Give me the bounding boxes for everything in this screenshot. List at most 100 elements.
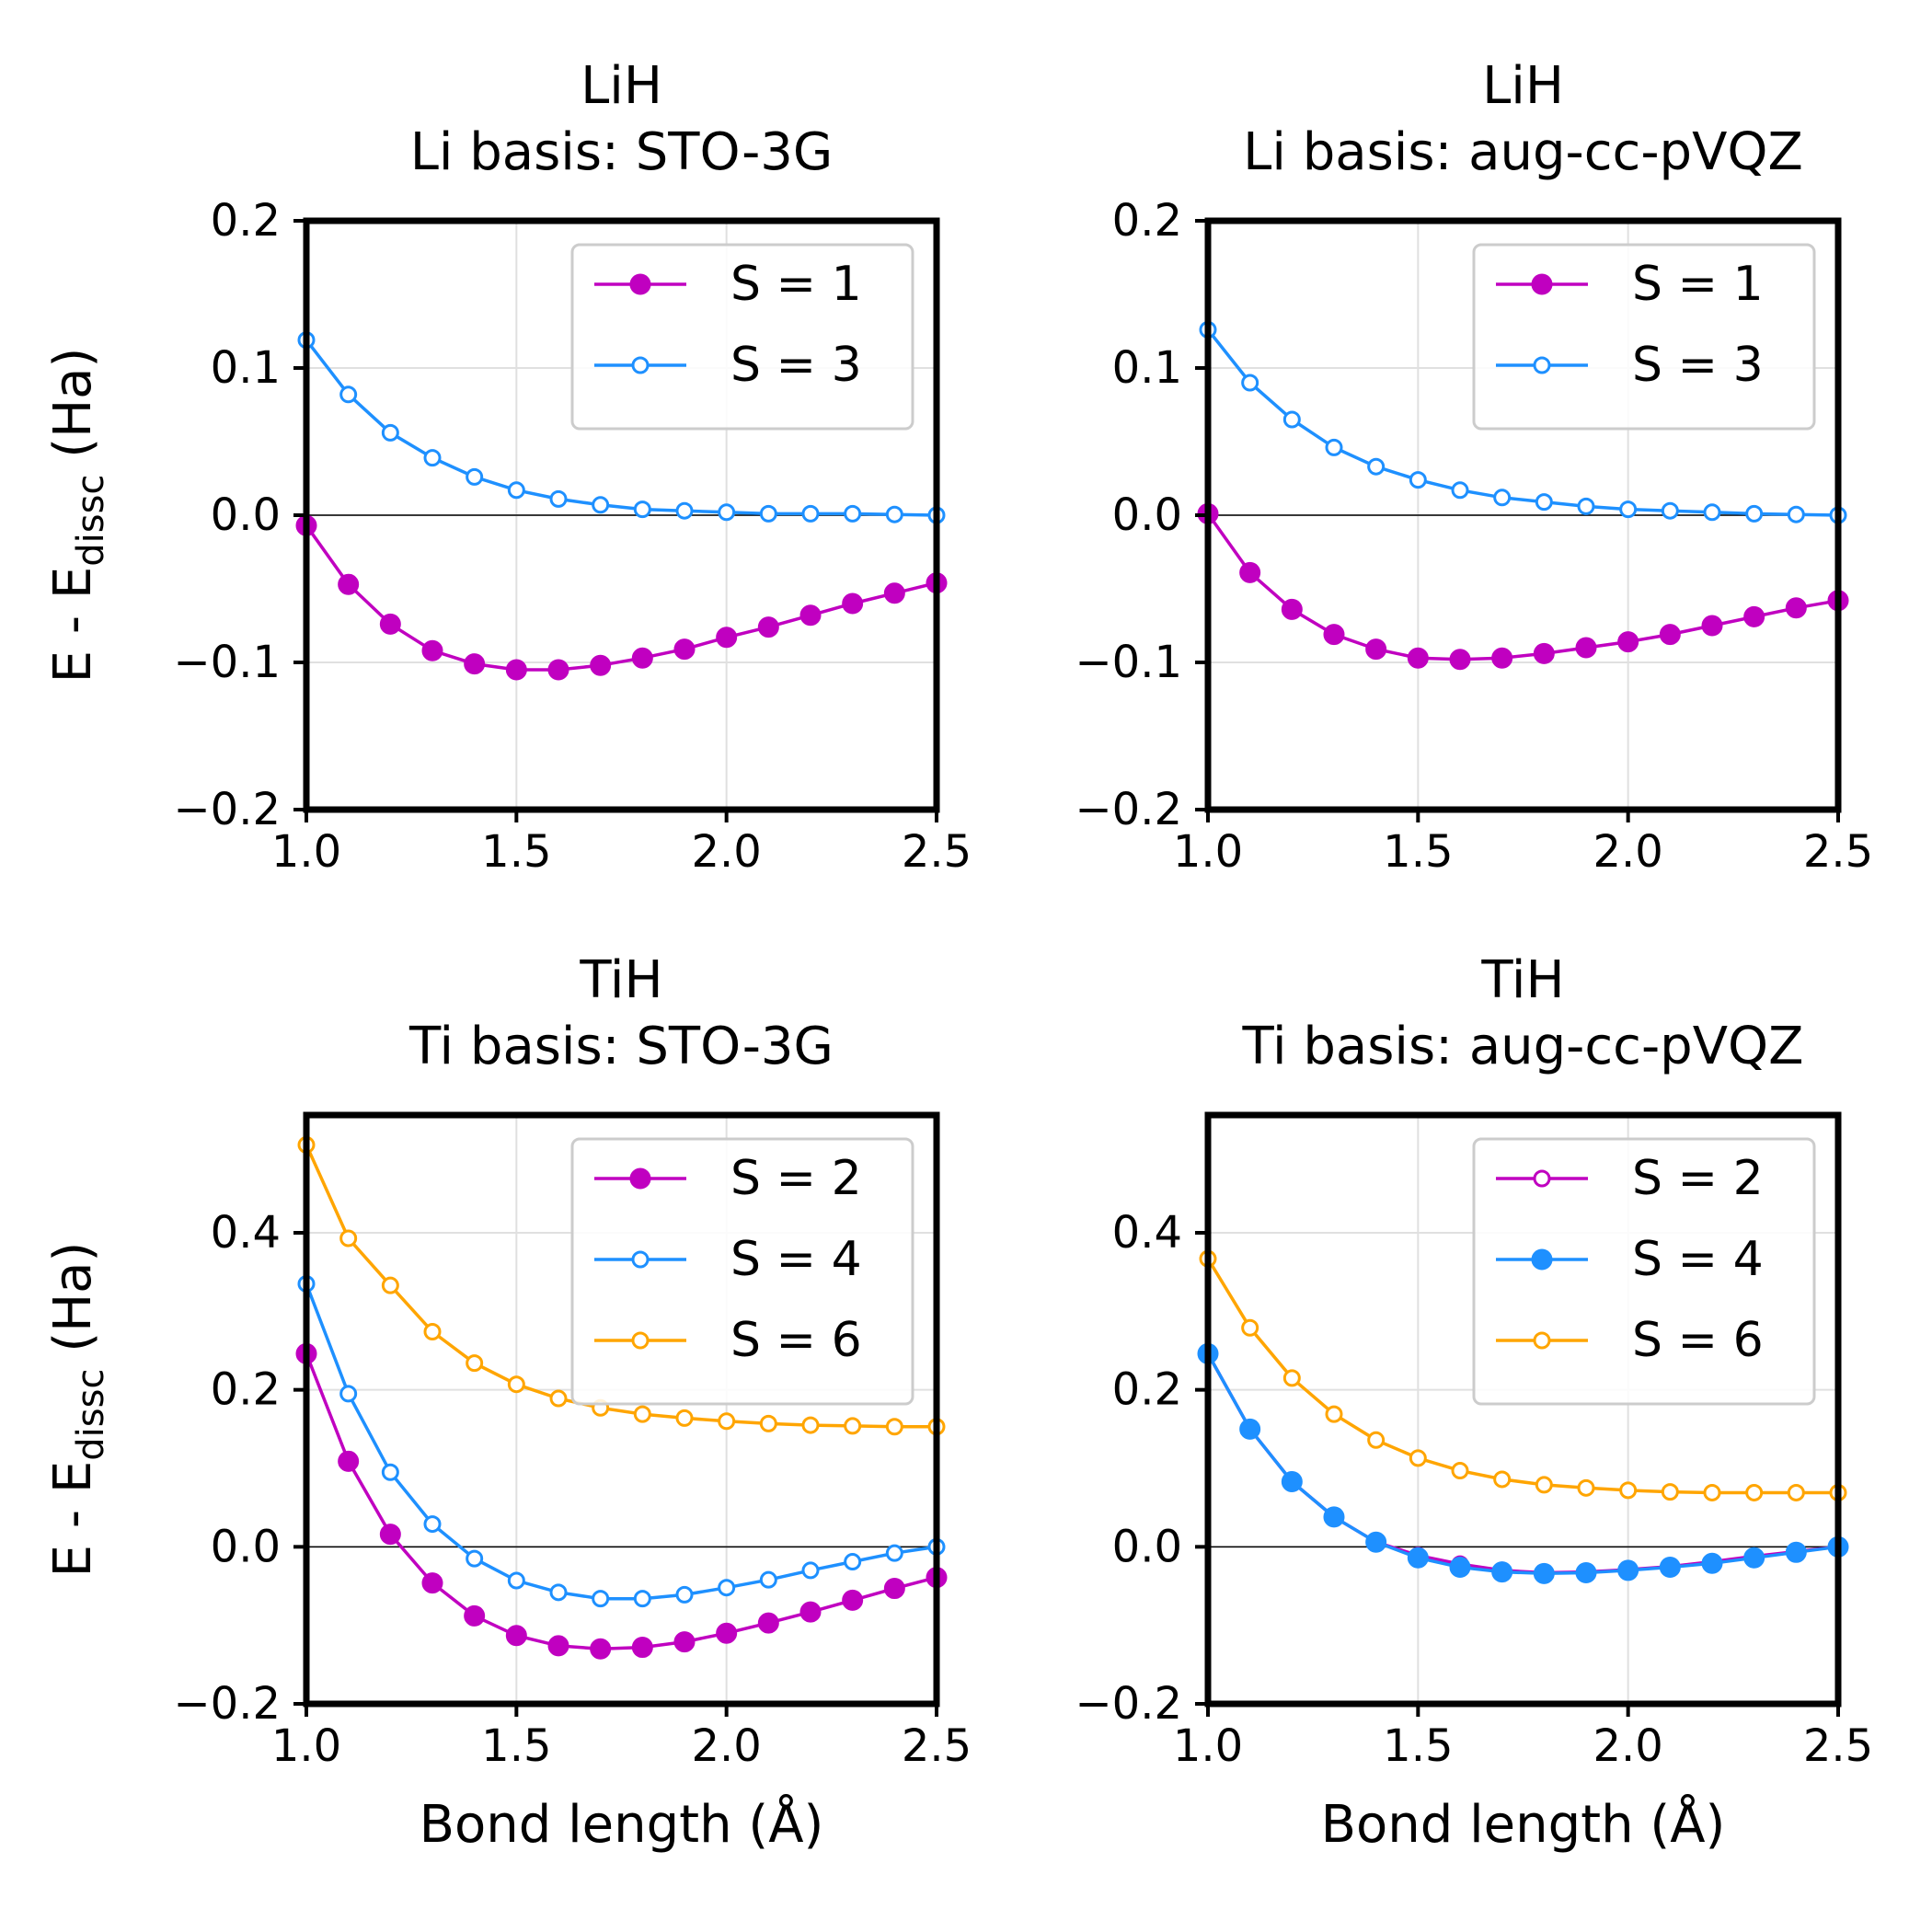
data-point	[885, 1418, 903, 1436]
x-tick-label: 2.5	[902, 826, 972, 878]
data-point	[885, 1544, 903, 1562]
data-point	[1577, 1478, 1595, 1497]
data-point	[464, 1604, 486, 1627]
data-point	[885, 505, 903, 523]
x-tick-label: 1.0	[271, 826, 341, 878]
data-point	[801, 1416, 820, 1434]
x-axis-label: Bond length (Å)	[420, 1794, 824, 1855]
x-tick-label: 1.0	[271, 1720, 341, 1772]
data-point	[1743, 605, 1765, 627]
y-tick-label: −0.2	[173, 1678, 281, 1730]
legend-marker-1	[1533, 1169, 1551, 1188]
legend-marker-2	[631, 356, 650, 374]
y-tick-label: 0.2	[1112, 1364, 1182, 1416]
data-point	[547, 1635, 569, 1657]
legend-marker-2	[1531, 1248, 1553, 1271]
data-point	[1365, 638, 1387, 661]
data-point	[1661, 501, 1679, 520]
data-point	[423, 1515, 442, 1534]
x-tick-label: 2.0	[691, 1720, 761, 1772]
data-point	[423, 1323, 442, 1341]
legend-marker-1	[629, 1167, 651, 1190]
legend: S = 1 S = 3	[1472, 243, 1816, 431]
data-point	[1491, 1561, 1513, 1583]
data-point	[757, 1612, 779, 1634]
axes-frame	[303, 1111, 940, 1708]
data-point	[1659, 1557, 1681, 1579]
data-point	[844, 1417, 862, 1435]
legend: S = 2 S = 4 S = 6	[570, 1137, 914, 1406]
data-point	[673, 1631, 696, 1653]
data-point	[718, 1412, 736, 1431]
panel-title-line1: TiH	[1480, 950, 1564, 1010]
data-point	[547, 659, 569, 681]
data-point	[466, 1354, 484, 1373]
data-point	[1577, 497, 1595, 515]
y-tick-label: 0.2	[211, 1364, 281, 1416]
data-point	[1493, 1470, 1512, 1489]
data-point	[1491, 647, 1513, 669]
y-axis-label-main: E - E	[43, 1461, 103, 1578]
data-point	[842, 592, 864, 615]
data-point	[505, 659, 527, 681]
data-point	[381, 423, 399, 442]
legend-label-2: S = 4	[1632, 1232, 1764, 1287]
y-tick-label: 0.2	[1112, 195, 1182, 247]
data-point	[1785, 1541, 1807, 1563]
y-tick-label: 0.1	[211, 342, 281, 394]
data-point	[1703, 503, 1721, 522]
data-point	[1282, 1369, 1301, 1387]
legend-box	[570, 243, 914, 431]
data-point	[716, 627, 738, 649]
y-tick-label: −0.2	[1075, 784, 1182, 835]
data-point	[844, 504, 862, 523]
data-point	[1701, 615, 1723, 637]
series-line-1	[1206, 512, 1839, 661]
x-tick-label: 1.0	[1173, 1720, 1243, 1772]
panel-4: 1.0 1.5 2.0 2.5 −0.2 0.0 0.2 0.4 TiH Ti basis: au…	[1075, 950, 1873, 1855]
data-point	[1365, 1531, 1387, 1553]
data-point	[1407, 1547, 1429, 1569]
data-point	[421, 1572, 443, 1594]
data-point	[842, 1589, 864, 1611]
legend-label-1: S = 1	[1632, 257, 1764, 312]
data-point	[1241, 1318, 1259, 1337]
data-point	[379, 1524, 401, 1546]
panel-title-line2: Ti basis: STO-3G	[408, 1017, 834, 1076]
data-point	[421, 639, 443, 661]
panel-title-line2: Li basis: aug-cc-pVQZ	[1243, 122, 1803, 182]
panel-title-line2: Ti basis: aug-cc-pVQZ	[1242, 1017, 1804, 1076]
data-point	[1659, 624, 1681, 646]
data-point	[466, 1549, 484, 1568]
legend: S = 1 S = 3	[570, 243, 914, 431]
data-point	[716, 1622, 738, 1644]
data-point	[338, 573, 360, 595]
data-point	[633, 1590, 651, 1608]
x-tick-label: 1.5	[1383, 1720, 1453, 1772]
data-point	[423, 449, 442, 467]
data-point	[549, 1583, 568, 1602]
x-tick-label: 1.5	[481, 1720, 551, 1772]
y-tick-label: 0.4	[211, 1207, 281, 1259]
data-point	[507, 1375, 525, 1394]
data-point	[799, 1601, 822, 1623]
x-tick-label: 2.0	[1593, 1720, 1662, 1772]
data-point	[507, 1571, 525, 1590]
data-point	[1617, 631, 1639, 653]
data-point	[759, 1570, 777, 1589]
data-point	[1619, 500, 1638, 519]
data-point	[590, 1638, 612, 1660]
legend-label-3: S = 6	[1632, 1313, 1764, 1368]
data-point	[505, 1625, 527, 1647]
data-point	[339, 385, 358, 404]
data-point	[549, 1389, 568, 1408]
panel-title-line1: LiH	[1482, 56, 1564, 116]
data-point	[1451, 481, 1469, 500]
y-tick-label: 0.0	[211, 1521, 281, 1572]
legend-label-2: S = 4	[730, 1232, 862, 1287]
data-point	[339, 1229, 358, 1248]
x-tick-label: 2.5	[1803, 1720, 1873, 1772]
y-axis-label-main: E - E	[43, 567, 103, 684]
y-tick-label: −0.2	[173, 784, 281, 835]
